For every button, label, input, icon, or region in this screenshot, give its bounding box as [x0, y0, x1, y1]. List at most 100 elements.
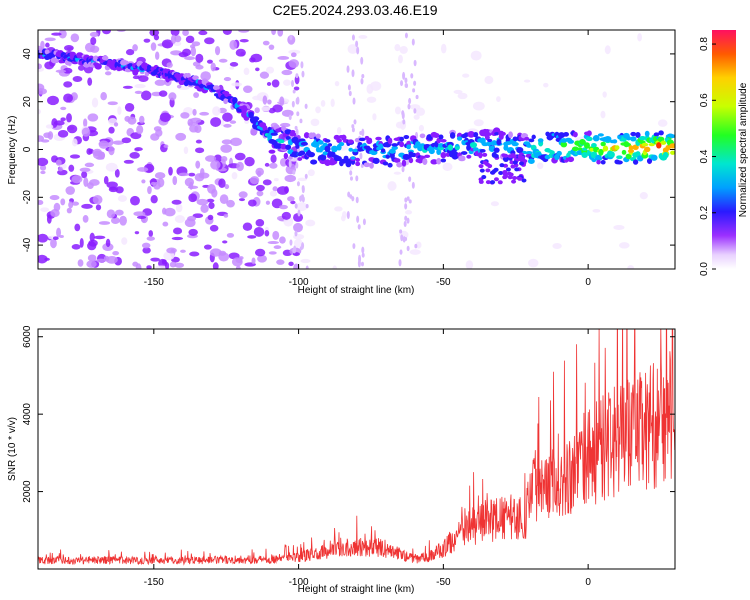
spectrogram-speckle — [89, 45, 100, 53]
spectrogram-speckle — [442, 162, 453, 171]
spectrogram-speckle — [293, 86, 300, 91]
spectrogram-speckle — [46, 214, 52, 224]
spectrogram-speckle — [87, 241, 97, 251]
colorbar-axes: 0.0 0.2 0.4 0.6 0.8 — [699, 37, 716, 276]
spectrogram-speckle — [115, 209, 124, 216]
spectrogram-speckle — [81, 203, 93, 209]
spectrogram-speckle — [358, 35, 368, 39]
spectrogram-ridge-cell — [327, 143, 333, 147]
spectrogram-ridge-cell — [343, 155, 349, 160]
spectrogram-streak — [407, 103, 411, 110]
spectrogram-speckle — [604, 45, 611, 55]
spectrogram-speckle — [330, 98, 335, 108]
spectrogram-speckle — [206, 198, 215, 203]
spectrogram-ridge-cell — [284, 129, 292, 135]
spectrogram-speckle — [174, 262, 185, 268]
spectrogram-speckle — [141, 179, 146, 184]
spectrogram-speckle — [210, 160, 221, 170]
spectrogram-speckle — [267, 99, 272, 105]
spectrogram-speckle — [281, 211, 291, 220]
spectrogram-speckle — [182, 30, 189, 36]
spectrogram-speckle — [124, 103, 135, 112]
spectrogram-speckle — [266, 66, 275, 74]
spectrogram-ridge-cell — [447, 144, 454, 151]
spectrogram-ridge-cell — [614, 145, 620, 150]
spectrogram-speckle — [293, 263, 300, 269]
spectrogram-speckle — [218, 252, 230, 262]
spectrogram-ridge-cell — [486, 140, 493, 147]
spectrogram-speckle — [106, 181, 118, 189]
spectrogram-streak — [290, 79, 294, 88]
spectrogram-ridge-cell — [512, 136, 518, 142]
spectrogram-ridge-cell — [363, 162, 371, 168]
spectrogram-ridge-cell — [458, 155, 466, 161]
spectrogram-ridge-cell — [312, 143, 320, 148]
spectrogram-ridge-cell — [438, 134, 444, 140]
spectrogram-streak — [361, 73, 365, 79]
spectrogram-speckle — [198, 172, 210, 179]
spectrogram-ridge-cell — [523, 141, 530, 146]
spectrogram-speckle — [150, 42, 157, 51]
spectrogram-speckle — [82, 215, 89, 223]
spectrogram-speckle — [272, 104, 283, 113]
spectrogram-speckle — [193, 92, 200, 99]
spectrogram-speckle — [79, 167, 91, 172]
spectrogram-speckle — [199, 111, 210, 116]
spectrogram-speckle — [204, 37, 215, 45]
spectrogram-speckle — [205, 155, 217, 162]
spectrogram-speckle — [183, 146, 189, 155]
spectrogram-speckle — [247, 235, 257, 239]
spectrogram-speckle — [220, 120, 225, 127]
spectrogram-streak — [355, 40, 359, 48]
spectrogram-ridge-cell — [579, 138, 586, 145]
spectrogram-speckle — [81, 127, 91, 137]
spectrogram-speckle — [220, 144, 233, 153]
spectrogram-ridge-cell — [630, 136, 637, 142]
spectrogram-speckle — [255, 184, 265, 192]
spectrogram-ridge-cell — [472, 147, 479, 152]
spectrogram-speckle — [243, 67, 250, 76]
spectrogram-ridge-cell — [406, 144, 411, 150]
spectrogram-speckle — [89, 232, 95, 242]
spectrogram-ridge-cell — [656, 142, 662, 149]
spectrogram-streak — [404, 203, 408, 210]
spectrogram-ridge-cell — [585, 136, 593, 142]
spectrogram-ridge-cell — [223, 98, 228, 105]
spectrogram-ridge-cell — [317, 140, 324, 145]
spectrogram-speckle — [395, 121, 404, 129]
spectrogram-streak — [295, 128, 299, 136]
spectrogram-streak — [402, 119, 406, 125]
spectrogram-x-tick-label: -50 — [436, 277, 451, 288]
spectrogram-speckle — [150, 133, 160, 141]
spectrogram-ridge-cell — [630, 131, 637, 137]
spectrogram-ridge-cell — [494, 132, 500, 136]
spectrogram-ridge-cell — [589, 147, 594, 152]
spectrogram-ridge-cell — [315, 133, 321, 139]
spectrogram-speckle — [44, 61, 55, 70]
spectrogram-streak — [414, 243, 418, 249]
spectrogram-ridge-cell — [212, 85, 220, 91]
spectrogram-ridge-cell — [303, 132, 310, 139]
spectrogram-streak — [401, 166, 405, 173]
spectrogram-speckle — [212, 106, 221, 116]
spectrogram-speckle — [249, 176, 260, 185]
spectrogram-streak — [413, 59, 417, 67]
spectrogram-speckle — [295, 202, 308, 212]
spectrogram-x-tick-label: 0 — [585, 277, 591, 288]
snr-marks — [38, 329, 675, 566]
spectrogram-ridge-cell — [596, 159, 601, 165]
spectrogram-ridge-cell — [616, 155, 623, 160]
spectrogram-streak — [347, 84, 351, 91]
spectrogram-ridge-cell — [479, 149, 486, 153]
spectrogram-ridge-cell — [466, 154, 472, 159]
spectrogram-streak — [402, 71, 406, 80]
spectrogram-ridge-cell — [650, 154, 658, 161]
spectrogram-speckle — [176, 84, 182, 89]
spectrogram-speckle — [341, 215, 346, 222]
spectrogram-ridge-cell — [283, 152, 289, 160]
spectrogram-speckle — [305, 219, 316, 227]
spectrogram-ridge-cell — [598, 148, 604, 156]
spectrogram-speckle — [366, 96, 377, 103]
spectrogram-speckle — [220, 156, 228, 162]
spectrogram-speckle — [334, 81, 340, 87]
